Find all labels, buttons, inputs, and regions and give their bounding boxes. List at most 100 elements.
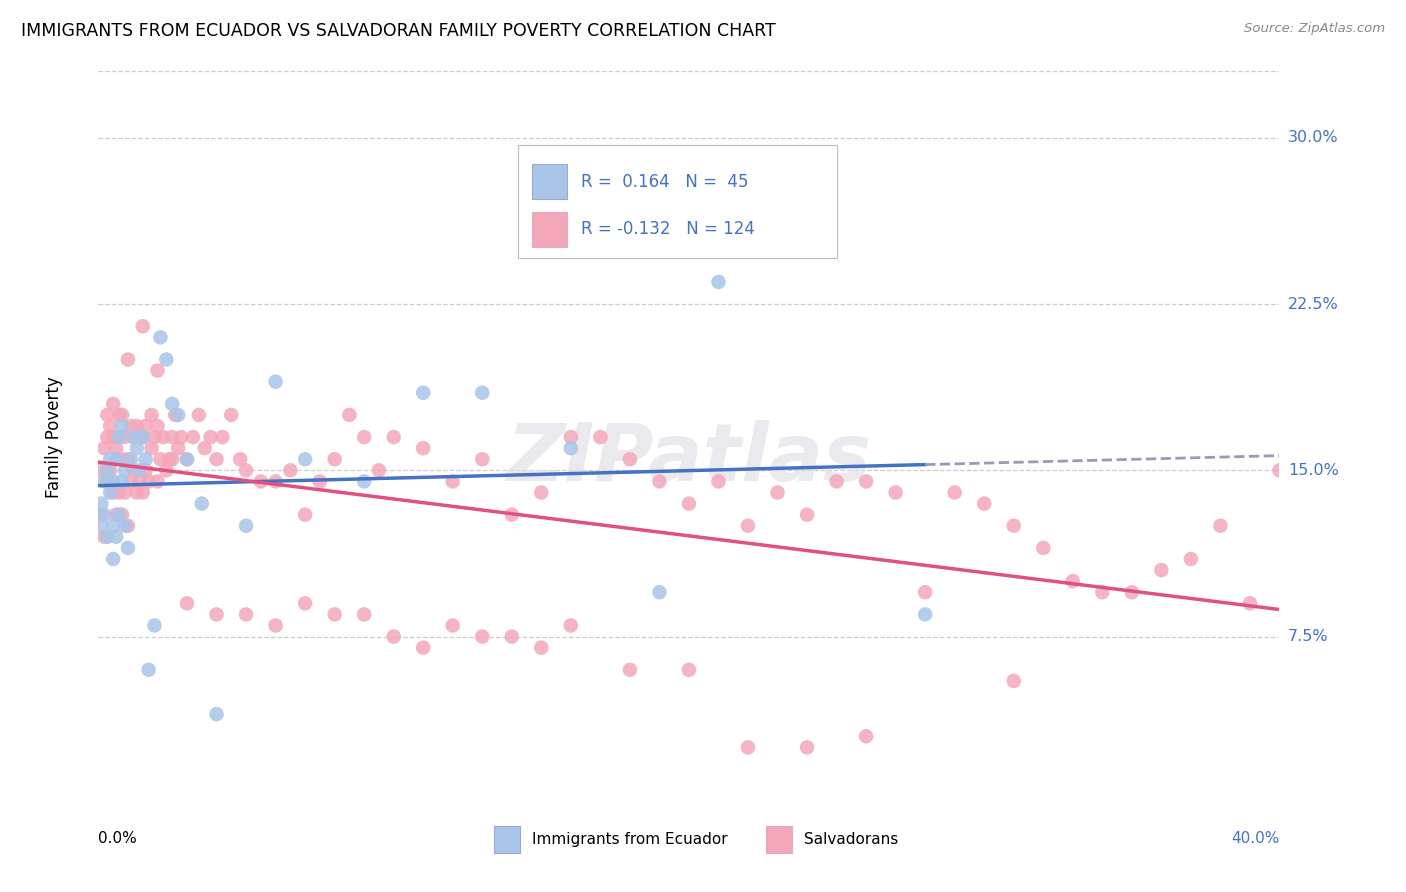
Text: Family Poverty: Family Poverty [45, 376, 62, 498]
Point [103, 552, 125, 566]
Point [176, 452, 198, 467]
Point [737, 740, 759, 755]
Point [165, 408, 187, 422]
Point [111, 452, 134, 467]
Text: R =  0.164   N =  45: R = 0.164 N = 45 [582, 173, 749, 191]
Point [181, 430, 204, 444]
Point [825, 475, 848, 489]
Point [155, 463, 177, 477]
Point [235, 518, 257, 533]
Point [412, 640, 434, 655]
Point [105, 530, 128, 544]
Point [323, 607, 346, 622]
Point [176, 596, 198, 610]
Point [796, 508, 818, 522]
Point [162, 452, 183, 467]
Point [108, 508, 131, 522]
Point [221, 408, 243, 422]
Point [211, 430, 233, 444]
Point [155, 352, 177, 367]
Text: 7.5%: 7.5% [1288, 629, 1329, 644]
Point [200, 430, 222, 444]
Point [648, 585, 671, 599]
Point [1150, 563, 1173, 577]
Point [141, 408, 163, 422]
Point [707, 275, 730, 289]
Point [382, 430, 405, 444]
Point [111, 419, 134, 434]
Point [648, 475, 671, 489]
Point [294, 508, 316, 522]
Point [108, 408, 131, 422]
Point [678, 663, 700, 677]
Point [93, 530, 115, 544]
Point [122, 430, 145, 444]
Point [501, 508, 523, 522]
Point [162, 397, 183, 411]
Point [162, 430, 183, 444]
Point [132, 430, 155, 444]
Point [560, 430, 582, 444]
Point [973, 497, 995, 511]
Point [117, 518, 139, 533]
Point [149, 452, 172, 467]
Point [441, 475, 464, 489]
Point [117, 541, 139, 555]
Point [138, 475, 160, 489]
Point [132, 485, 155, 500]
Point [796, 740, 818, 755]
Point [117, 452, 139, 467]
Point [114, 463, 136, 477]
Point [96, 475, 118, 489]
Text: Source: ZipAtlas.com: Source: ZipAtlas.com [1244, 22, 1385, 36]
Point [678, 497, 700, 511]
Point [943, 485, 966, 500]
Point [1268, 463, 1291, 477]
Point [108, 430, 131, 444]
Point [294, 452, 316, 467]
Point [125, 485, 148, 500]
Point [560, 618, 582, 632]
Text: 40.0%: 40.0% [1232, 830, 1279, 846]
Point [530, 485, 553, 500]
Point [141, 441, 163, 455]
Point [412, 385, 434, 400]
Point [120, 419, 142, 434]
Point [884, 485, 907, 500]
Point [1239, 596, 1261, 610]
Point [471, 385, 494, 400]
Point [98, 419, 121, 434]
Point [205, 707, 228, 722]
Point [264, 475, 287, 489]
Point [146, 475, 169, 489]
Point [619, 452, 641, 467]
Point [191, 497, 214, 511]
Point [294, 596, 316, 610]
Point [114, 518, 136, 533]
Point [122, 430, 145, 444]
Point [264, 618, 287, 632]
Point [108, 485, 131, 500]
Point [235, 607, 257, 622]
Point [103, 397, 125, 411]
Point [441, 618, 464, 632]
Point [132, 430, 155, 444]
Point [323, 452, 346, 467]
Point [560, 441, 582, 455]
Point [176, 452, 198, 467]
Point [128, 475, 150, 489]
Point [1002, 673, 1025, 688]
Point [111, 508, 134, 522]
Point [187, 408, 209, 422]
Point [250, 475, 273, 489]
Point [353, 430, 375, 444]
Point [96, 430, 118, 444]
Point [914, 607, 936, 622]
Point [914, 585, 936, 599]
Point [766, 485, 789, 500]
Point [120, 452, 142, 467]
Point [589, 430, 612, 444]
Bar [531, 211, 567, 247]
Point [132, 319, 155, 334]
Point [501, 630, 523, 644]
